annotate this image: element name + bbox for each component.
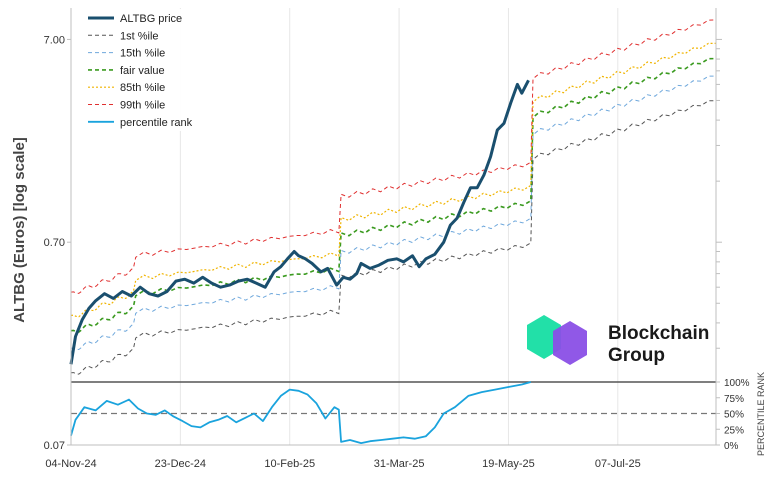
y-tick-label: 7.00 bbox=[44, 34, 65, 46]
legend-label: 99th %ile bbox=[120, 100, 165, 112]
axes: 7.00 0.70 0.07 04-Nov-24 23-Dec-24 10-Feb-25 3… bbox=[44, 8, 722, 470]
logo-hexagon-purple bbox=[553, 321, 587, 365]
y-tick-label: 0.70 bbox=[44, 237, 65, 249]
band-99th-ile bbox=[70, 19, 717, 294]
legend-label: 85th %ile bbox=[120, 82, 165, 94]
legend-label: percentile rank bbox=[120, 117, 193, 129]
x-tick-label: 10-Feb-25 bbox=[264, 458, 315, 470]
percentile-tick-label: 50% bbox=[724, 410, 744, 421]
percentile-tick-label: 100% bbox=[724, 378, 750, 389]
logo-hexagon-green bbox=[527, 315, 561, 359]
band-1st-ile bbox=[70, 100, 717, 375]
percentile-tick-label: 25% bbox=[724, 425, 744, 436]
band-15th-ile bbox=[70, 75, 717, 351]
band-fair-value bbox=[70, 57, 717, 333]
legend-label: 15th %ile bbox=[120, 48, 165, 60]
series-altbg-price bbox=[69, 79, 530, 365]
legend-label: ALTBG price bbox=[120, 13, 182, 25]
x-tick-label: 23-Dec-24 bbox=[155, 458, 206, 470]
band-85th-ile bbox=[70, 42, 717, 318]
brand-name-line2: Group bbox=[608, 345, 665, 366]
legend: ALTBG price 1st %ile 15th %ile fair value 85… bbox=[81, 9, 217, 131]
y-axis-title: ALTBG (Euros) [log scale] bbox=[11, 137, 28, 323]
x-tick-label: 07-Jul-25 bbox=[595, 458, 641, 470]
percentile-panel: 100% 75% 50% 25% 0% bbox=[70, 378, 750, 452]
percentile-axis-title: PERCENTILE RANK bbox=[756, 372, 766, 456]
blockchain-group-logo: Blockchain Group bbox=[527, 315, 709, 366]
percentile-tick-label: 75% bbox=[724, 394, 744, 405]
percentile-tick-label: 0% bbox=[724, 441, 739, 452]
series-percentile-rank bbox=[70, 381, 532, 444]
x-tick-label: 31-Mar-25 bbox=[374, 458, 425, 470]
legend-label: 1st %ile bbox=[120, 30, 159, 42]
brand-name-line1: Blockchain bbox=[608, 323, 709, 344]
y-tick-label: 0.07 bbox=[44, 440, 65, 452]
x-tick-label: 04-Nov-24 bbox=[45, 458, 96, 470]
x-tick-label: 19-May-25 bbox=[482, 458, 535, 470]
price-panel bbox=[69, 19, 717, 375]
legend-label: fair value bbox=[120, 65, 165, 77]
